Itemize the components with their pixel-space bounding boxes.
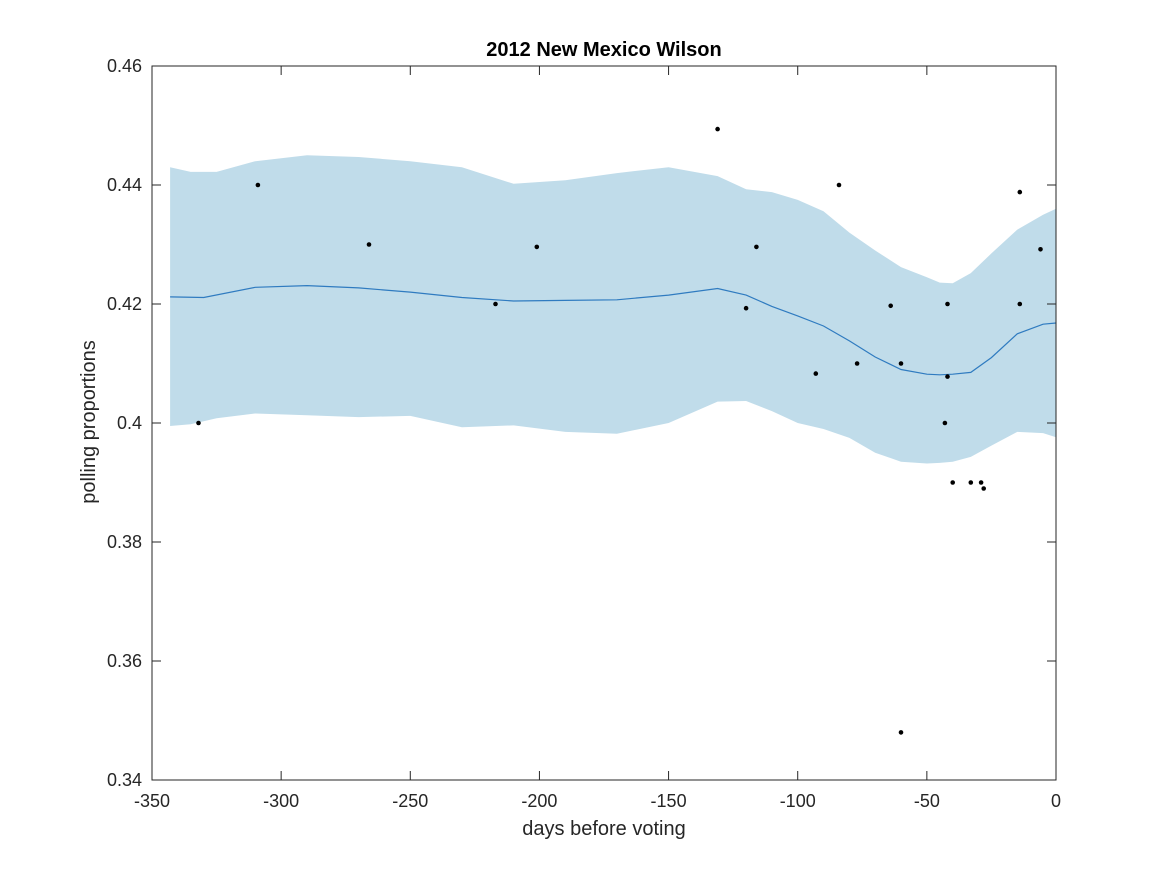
y-tick-label: 0.38 [107, 532, 142, 552]
x-tick-label: -100 [780, 791, 816, 811]
data-point [715, 126, 720, 132]
data-point [743, 305, 749, 311]
data-point [968, 480, 974, 485]
y-tick-label: 0.42 [107, 294, 142, 314]
data-point [888, 303, 893, 309]
x-tick-label: 0 [1051, 791, 1061, 811]
data-point [255, 182, 261, 188]
data-point [942, 420, 948, 426]
data-point [898, 730, 904, 735]
y-tick-label: 0.44 [107, 175, 142, 195]
data-point [1017, 189, 1023, 195]
data-point [854, 361, 860, 366]
data-point [493, 301, 498, 307]
data-point [813, 371, 819, 376]
data-point [981, 486, 986, 491]
x-tick-label: -200 [521, 791, 557, 811]
x-tick-label: -150 [651, 791, 687, 811]
trend-line [170, 284, 1057, 376]
data-point [534, 244, 540, 250]
x-tick-label: -50 [914, 791, 940, 811]
data-point [950, 480, 955, 485]
data-point [836, 182, 842, 188]
data-point [1038, 247, 1043, 252]
data-point [945, 374, 950, 379]
x-tick-label: -300 [263, 791, 299, 811]
data-point [196, 420, 201, 426]
data-point [754, 244, 759, 250]
data-point [898, 361, 904, 366]
data-point [978, 480, 984, 485]
axes: -350 -300 -250 -200 -150 -100 -50 0 0.34 0.36 0.38… [107, 56, 1061, 811]
y-tick-label: 0.34 [107, 770, 142, 790]
x-tick-label: -350 [134, 791, 170, 811]
y-tick-label: 0.36 [107, 651, 142, 671]
confidence-band [170, 155, 1057, 464]
x-tick-label: -250 [392, 791, 428, 811]
y-tick-label: 0.46 [107, 56, 142, 76]
y-axis-label: polling proportions [78, 340, 100, 503]
plot-area [170, 126, 1057, 735]
data-point [366, 242, 372, 247]
data-point [945, 301, 950, 307]
y-tick-label: 0.4 [117, 413, 142, 433]
chart-title: 2012 New Mexico Wilson [486, 39, 721, 61]
data-point [1017, 301, 1023, 307]
x-axis-label: days before voting [522, 818, 685, 840]
